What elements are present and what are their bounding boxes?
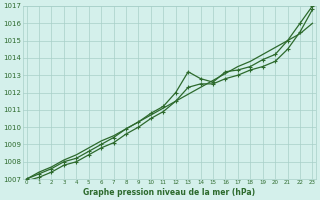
X-axis label: Graphe pression niveau de la mer (hPa): Graphe pression niveau de la mer (hPa) xyxy=(84,188,256,197)
